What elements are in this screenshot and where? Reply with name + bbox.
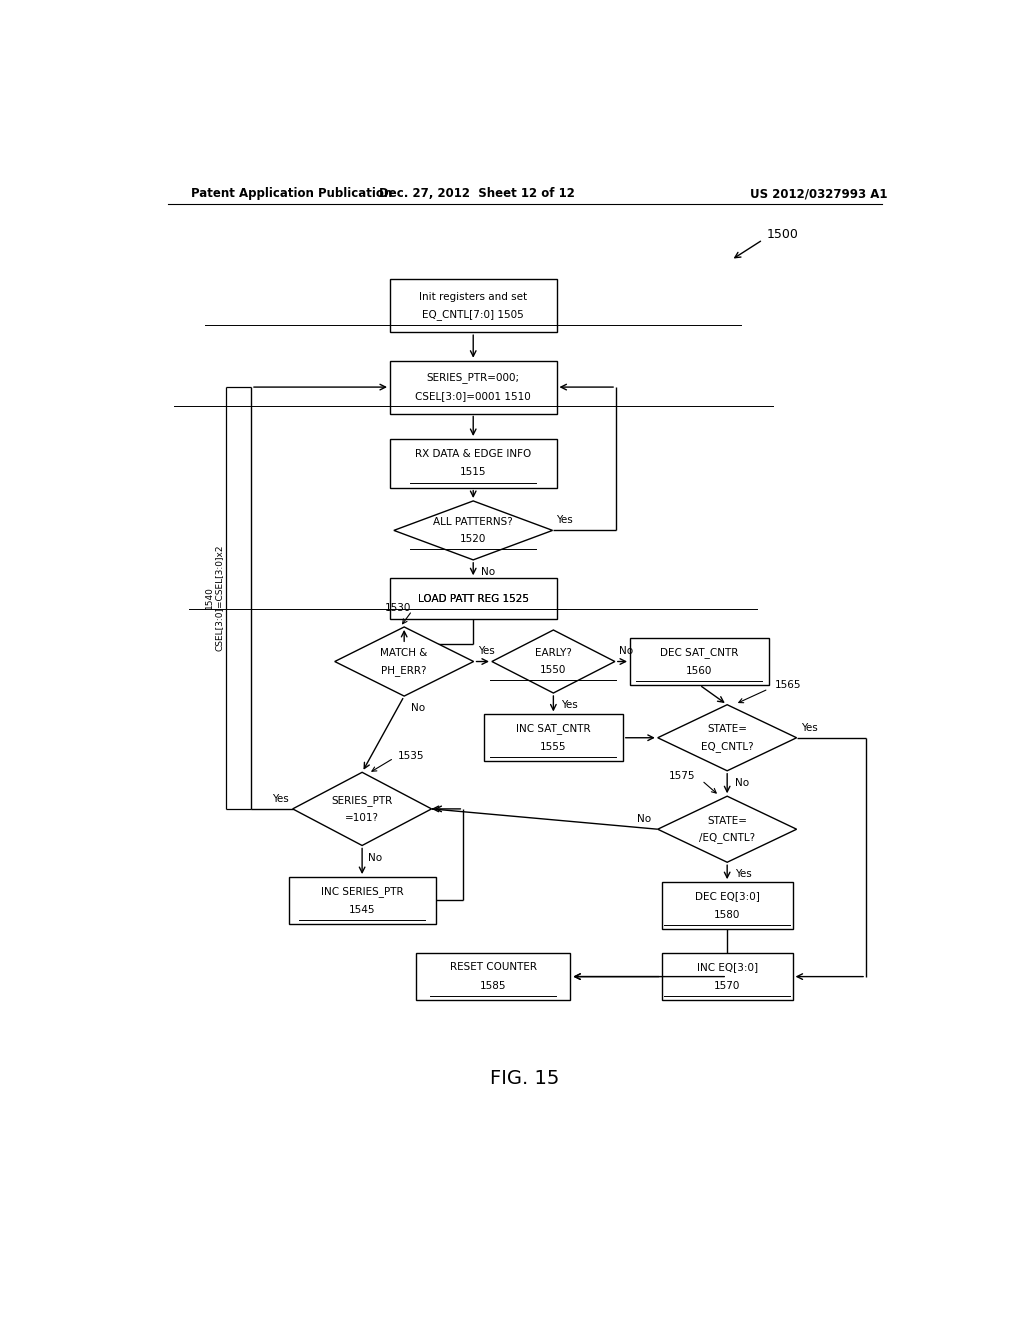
Text: CSEL[3:0]=CSEL[3:0]x2: CSEL[3:0]=CSEL[3:0]x2 [215,545,224,651]
Text: No: No [637,814,651,824]
FancyBboxPatch shape [390,280,557,333]
Text: FIG. 15: FIG. 15 [490,1069,559,1088]
Text: 1565: 1565 [775,680,802,690]
Text: 1550: 1550 [541,665,566,675]
Text: STATE=: STATE= [708,725,748,734]
Text: Init registers and set: Init registers and set [419,292,527,302]
Text: 1530: 1530 [384,603,411,612]
Text: 1555: 1555 [540,742,566,752]
FancyBboxPatch shape [390,440,557,487]
Text: STATE=: STATE= [708,816,748,825]
Text: 1540: 1540 [205,586,214,610]
Text: EARLY?: EARLY? [535,648,571,657]
Polygon shape [394,500,553,560]
Text: PH_ERR?: PH_ERR? [381,665,427,676]
Text: 1575: 1575 [669,771,695,781]
FancyBboxPatch shape [484,714,623,762]
Text: EQ_CNTL[7:0] 1505: EQ_CNTL[7:0] 1505 [422,309,524,321]
Polygon shape [492,630,614,693]
FancyBboxPatch shape [662,882,793,929]
Text: LOAD PATT REG 1525: LOAD PATT REG 1525 [418,594,528,603]
FancyBboxPatch shape [390,360,557,413]
Text: SERIES_PTR: SERIES_PTR [332,795,393,805]
FancyBboxPatch shape [662,953,793,1001]
Text: INC EQ[3:0]: INC EQ[3:0] [696,962,758,973]
Text: 1545: 1545 [349,904,376,915]
Text: 1570: 1570 [714,981,740,991]
Text: 1580: 1580 [714,909,740,920]
Text: 1560: 1560 [686,665,713,676]
Text: Yes: Yes [557,515,573,525]
Text: Yes: Yes [801,722,817,733]
Text: 1515: 1515 [460,467,486,478]
Text: ALL PATTERNS?: ALL PATTERNS? [433,516,513,527]
Polygon shape [657,705,797,771]
Text: DEC SAT_CNTR: DEC SAT_CNTR [660,647,738,657]
Text: No: No [618,647,633,656]
Text: Dec. 27, 2012  Sheet 12 of 12: Dec. 27, 2012 Sheet 12 of 12 [379,187,575,201]
Text: /EQ_CNTL?: /EQ_CNTL? [699,833,756,843]
Text: 1520: 1520 [460,535,486,544]
Text: LOAD PATT REG 1525: LOAD PATT REG 1525 [418,594,528,603]
FancyBboxPatch shape [416,953,570,1001]
Text: Yes: Yes [272,793,289,804]
Text: No: No [481,568,496,577]
Text: =101?: =101? [345,813,379,822]
FancyBboxPatch shape [630,638,769,685]
Text: MATCH &: MATCH & [381,648,428,657]
Polygon shape [335,627,474,696]
Text: RESET COUNTER: RESET COUNTER [450,962,537,973]
Polygon shape [657,796,797,862]
Text: Yes: Yes [561,700,579,710]
Polygon shape [293,772,431,846]
Text: 1585: 1585 [480,981,506,991]
Text: 1535: 1535 [397,751,424,762]
Text: DEC EQ[3:0]: DEC EQ[3:0] [694,891,760,902]
Text: Patent Application Publication: Patent Application Publication [191,187,393,201]
Text: US 2012/0327993 A1: US 2012/0327993 A1 [750,187,887,201]
Text: No: No [411,704,425,713]
FancyBboxPatch shape [289,876,435,924]
Text: EQ_CNTL?: EQ_CNTL? [700,741,754,752]
Text: No: No [369,853,383,863]
Text: CSEL[3:0]=0001 1510: CSEL[3:0]=0001 1510 [416,391,531,401]
Text: Yes: Yes [735,870,752,879]
FancyBboxPatch shape [390,578,557,619]
Text: No: No [735,777,750,788]
Text: Yes: Yes [477,647,495,656]
Text: INC SERIES_PTR: INC SERIES_PTR [321,886,403,896]
Text: INC SAT_CNTR: INC SAT_CNTR [516,723,591,734]
Text: RX DATA & EDGE INFO: RX DATA & EDGE INFO [415,449,531,459]
Text: SERIES_PTR=000;: SERIES_PTR=000; [427,372,520,383]
Text: 1500: 1500 [767,228,799,242]
